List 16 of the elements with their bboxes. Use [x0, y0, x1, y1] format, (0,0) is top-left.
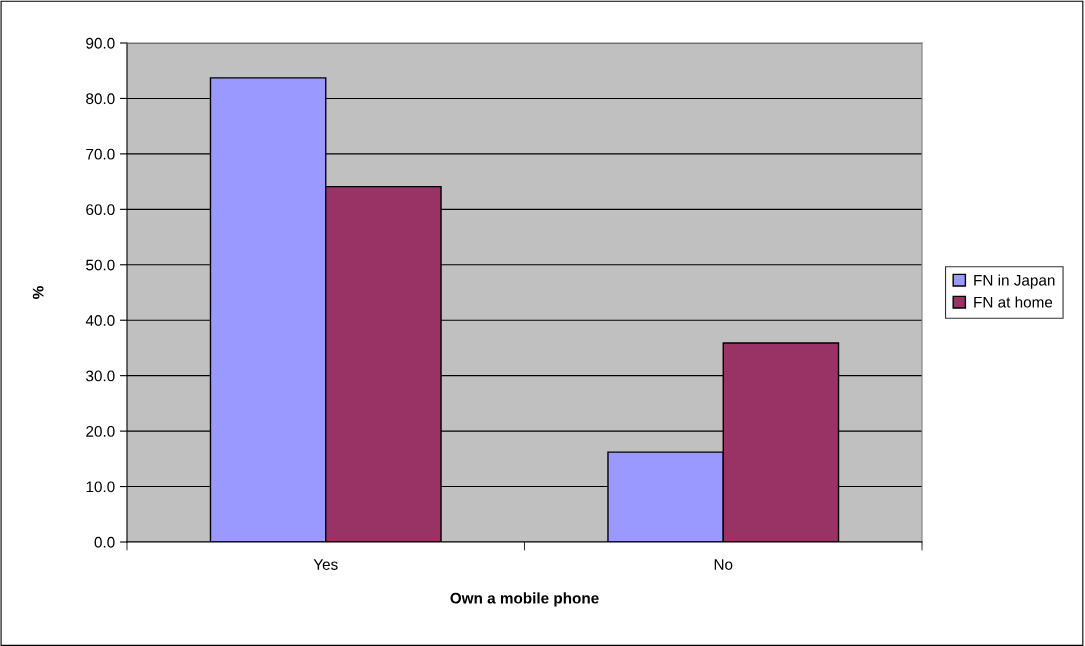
y-tick-label: 0.0 — [94, 536, 115, 548]
y-tick-label: 80.0 — [86, 93, 115, 105]
y-tick-label: 30.0 — [86, 370, 115, 382]
legend-label: FN in Japan — [974, 274, 1055, 289]
y-axis-title: % — [32, 286, 44, 299]
y-tick-label: 20.0 — [86, 425, 115, 437]
y-tick-label: 50.0 — [86, 259, 115, 271]
y-tick-label: 40.0 — [85, 315, 115, 326]
legend-label: FN at home — [974, 296, 1053, 308]
x-axis-title: Own a mobile phone — [450, 592, 599, 607]
y-tick-label: 10.0 — [86, 481, 115, 493]
x-tick-label: No — [714, 559, 733, 570]
y-tick-label: 60.0 — [86, 204, 115, 216]
y-tick-label: 70.0 — [86, 148, 115, 160]
x-tick-label: Yes — [313, 559, 338, 570]
y-tick-label: 90.0 — [86, 37, 115, 49]
